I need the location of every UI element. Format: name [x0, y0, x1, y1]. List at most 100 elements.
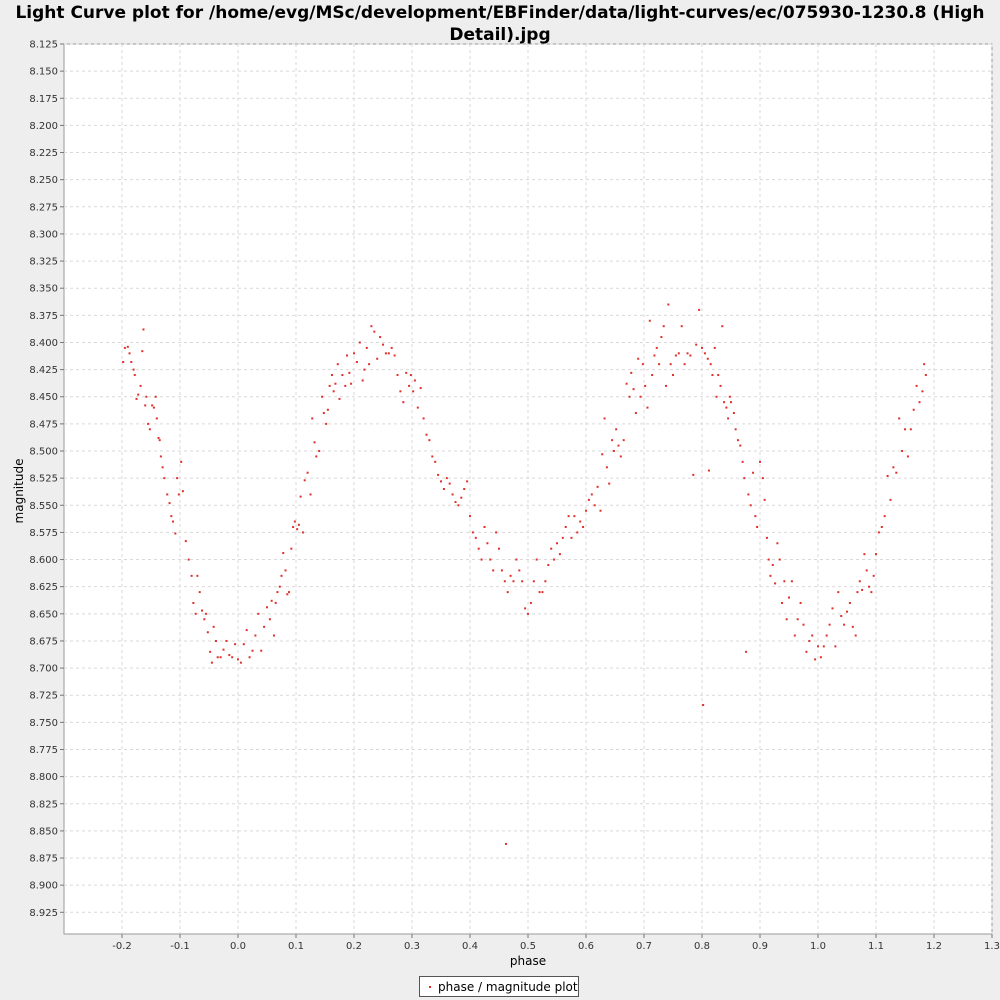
x-tick-label: 0.4 — [462, 941, 478, 952]
data-point — [122, 361, 125, 364]
data-point — [634, 412, 637, 415]
data-point — [284, 569, 287, 572]
data-point — [154, 395, 157, 398]
data-point — [123, 346, 126, 349]
data-point — [379, 336, 382, 339]
data-point — [692, 473, 695, 476]
data-point — [509, 574, 512, 577]
data-point — [886, 474, 889, 477]
data-point — [299, 495, 302, 498]
y-tick-label: 8.650 — [29, 609, 58, 620]
data-point — [278, 585, 281, 588]
y-tick-label: 8.475 — [29, 419, 58, 430]
x-tick-label: -0.2 — [112, 941, 132, 952]
data-point — [805, 650, 808, 653]
data-point — [814, 658, 817, 661]
y-tick-label: 8.750 — [29, 718, 58, 729]
data-point — [793, 634, 796, 637]
data-point — [660, 336, 663, 339]
data-point — [276, 591, 279, 594]
data-point — [180, 460, 183, 463]
data-point — [382, 343, 384, 346]
data-point — [625, 382, 628, 385]
data-point — [181, 490, 184, 493]
y-tick-label: 8.375 — [29, 311, 58, 322]
data-point — [923, 363, 926, 366]
data-point — [234, 643, 237, 646]
y-tick-label: 8.400 — [29, 338, 58, 349]
data-point — [843, 623, 846, 626]
data-point — [133, 374, 136, 377]
data-point — [802, 623, 805, 626]
data-point — [759, 460, 761, 463]
data-point — [924, 374, 927, 377]
data-point — [336, 363, 339, 366]
data-point — [448, 482, 451, 485]
data-point — [157, 436, 160, 439]
x-tick-label: 1.1 — [868, 941, 884, 952]
data-point — [141, 350, 144, 353]
data-point — [272, 634, 275, 637]
data-point — [270, 599, 273, 602]
data-point — [288, 591, 291, 594]
data-point — [605, 466, 608, 469]
data-point — [709, 363, 712, 366]
data-point — [840, 614, 843, 617]
data-point — [474, 536, 477, 539]
data-point — [796, 618, 799, 621]
data-point — [822, 645, 825, 648]
data-point — [163, 477, 166, 480]
data-point — [216, 656, 219, 659]
data-point — [665, 384, 668, 387]
data-point — [558, 553, 561, 556]
y-tick-label: 8.275 — [29, 202, 58, 213]
data-point — [639, 395, 642, 398]
data-point — [503, 580, 506, 583]
data-points — [122, 303, 927, 845]
data-point — [263, 625, 266, 628]
data-point — [619, 455, 622, 458]
data-point — [434, 460, 437, 463]
data-point — [703, 352, 706, 355]
data-point — [260, 649, 263, 652]
data-point — [612, 450, 615, 453]
data-point — [858, 580, 861, 583]
data-point — [831, 607, 834, 610]
data-point — [437, 473, 440, 476]
data-point — [837, 591, 840, 594]
data-point — [615, 428, 618, 431]
y-tick-label: 8.525 — [29, 474, 58, 485]
data-point — [648, 319, 651, 322]
x-axis-label: phase — [510, 954, 546, 968]
data-point — [135, 397, 138, 400]
data-point — [761, 477, 764, 480]
data-point — [166, 493, 169, 496]
data-point — [769, 574, 772, 577]
y-tick-label: 8.425 — [29, 365, 58, 376]
data-point — [817, 645, 819, 648]
data-point — [573, 515, 576, 518]
data-point — [880, 525, 883, 528]
data-point — [408, 384, 411, 387]
data-point — [662, 325, 665, 328]
chart-title: Light Curve plot for /home/evg/MSc/devel… — [15, 3, 985, 45]
data-point — [632, 388, 635, 391]
data-point — [370, 325, 373, 328]
data-point — [454, 501, 457, 504]
y-tick-label: 8.875 — [29, 854, 58, 865]
y-tick-label: 8.575 — [29, 528, 58, 539]
data-point — [689, 354, 692, 357]
y-tick-label: 8.825 — [29, 799, 58, 810]
y-tick-label: 8.625 — [29, 582, 58, 593]
data-point — [268, 618, 271, 621]
data-point — [702, 703, 705, 706]
legend-label: phase / magnitude plot — [438, 979, 578, 994]
data-point — [280, 574, 283, 577]
data-point — [190, 574, 193, 577]
data-point — [257, 612, 260, 615]
data-point — [457, 504, 460, 507]
data-point — [556, 542, 558, 545]
data-point — [466, 480, 469, 483]
data-point — [184, 540, 187, 543]
data-point — [495, 531, 498, 534]
